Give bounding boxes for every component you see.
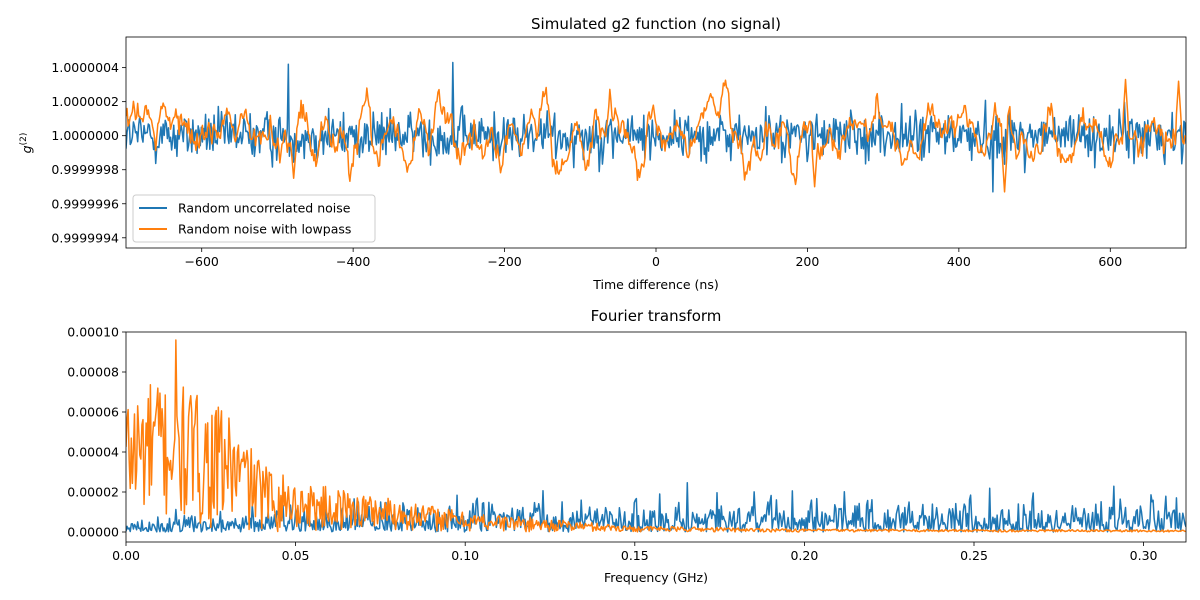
top-chart-y-axis-label: g(2) bbox=[19, 133, 34, 154]
top-chart-y-ticks: 0.9999994 0.9999996 0.9999998 1.0000000 1.00… bbox=[51, 60, 126, 245]
bottom-chart-y-tick-label: 0.00008 bbox=[67, 365, 119, 380]
top-chart-x-ticks: −600 −400 −200 0 200 400 600 bbox=[185, 248, 1122, 269]
bottom-chart-y-tick-label: 0.00006 bbox=[67, 405, 119, 420]
top-chart-x-tick-label: −400 bbox=[336, 254, 370, 269]
bottom-chart-y-tick-label: 0.00000 bbox=[67, 525, 119, 540]
bottom-chart-x-tick-label: 0.25 bbox=[960, 548, 988, 563]
top-chart-x-tick-label: −200 bbox=[487, 254, 521, 269]
bottom-chart-x-tick-label: 0.20 bbox=[790, 548, 818, 563]
bottom-chart-y-tick-label: 0.00002 bbox=[67, 485, 119, 500]
top-chart-series bbox=[126, 61, 1186, 193]
top-chart-y-axis-label-superscript: (2) bbox=[19, 133, 29, 146]
bottom-chart-x-tick-label: 0.30 bbox=[1130, 548, 1158, 563]
top-chart-y-tick-label: 1.0000000 bbox=[51, 128, 119, 143]
top-chart-y-tick-label: 1.0000004 bbox=[51, 60, 119, 75]
top-chart-x-axis-label: Time difference (ns) bbox=[592, 277, 718, 292]
spectrum-line-uncorrelated bbox=[126, 482, 1186, 533]
legend-label-lowpass: Random noise with lowpass bbox=[178, 222, 351, 237]
bottom-chart-x-axis-label: Frequency (GHz) bbox=[604, 570, 708, 585]
bottom-chart-x-tick-label: 0.00 bbox=[112, 548, 140, 563]
bottom-chart-y-tick-label: 0.00010 bbox=[67, 325, 119, 340]
series-line-lowpass bbox=[126, 78, 1186, 193]
top-chart-y-tick-label: 0.9999996 bbox=[51, 196, 119, 211]
legend-box bbox=[132, 194, 376, 243]
legend-label-uncorrelated: Random uncorrelated noise bbox=[178, 201, 351, 216]
top-chart-x-tick-label: 0 bbox=[652, 254, 660, 269]
top-chart-x-tick-label: 200 bbox=[795, 254, 819, 269]
top-chart-x-tick-label: 600 bbox=[1098, 254, 1122, 269]
top-chart-y-tick-label: 1.0000002 bbox=[51, 94, 119, 109]
top-chart-x-tick-label: 400 bbox=[947, 254, 971, 269]
top-chart-y-tick-label: 0.9999998 bbox=[51, 162, 119, 177]
top-chart-y-axis-label-symbol: g bbox=[19, 145, 34, 153]
series-line-uncorrelated bbox=[126, 61, 1186, 193]
top-chart-title: Simulated g2 function (no signal) bbox=[531, 15, 781, 33]
bottom-chart-y-tick-label: 0.00004 bbox=[67, 445, 119, 460]
spectrum-line-lowpass bbox=[126, 339, 1186, 533]
bottom-chart-x-tick-label: 0.10 bbox=[451, 548, 479, 563]
bottom-chart-title: Fourier transform bbox=[591, 307, 722, 325]
bottom-chart-x-tick-label: 0.05 bbox=[282, 548, 310, 563]
top-chart-x-tick-label: −600 bbox=[185, 254, 219, 269]
top-chart-y-tick-label: 0.9999994 bbox=[51, 230, 119, 245]
bottom-chart-x-tick-label: 0.15 bbox=[621, 548, 649, 563]
bottom-chart: Fourier transform 0.00 0.05 0.10 0.15 0.20 0.… bbox=[67, 307, 1187, 585]
bottom-chart-x-ticks: 0.00 0.05 0.10 0.15 0.20 0.25 0.30 bbox=[112, 542, 1158, 563]
top-chart-legend: Random uncorrelated noise Random noise w… bbox=[132, 194, 376, 243]
top-chart: Simulated g2 function (no signal) −600 −4… bbox=[19, 15, 1187, 292]
bottom-chart-y-ticks: 0.00000 0.00002 0.00004 0.00006 0.00008 0.000… bbox=[67, 325, 126, 540]
bottom-chart-axes-frame bbox=[125, 331, 1187, 543]
bottom-chart-series bbox=[126, 339, 1186, 533]
